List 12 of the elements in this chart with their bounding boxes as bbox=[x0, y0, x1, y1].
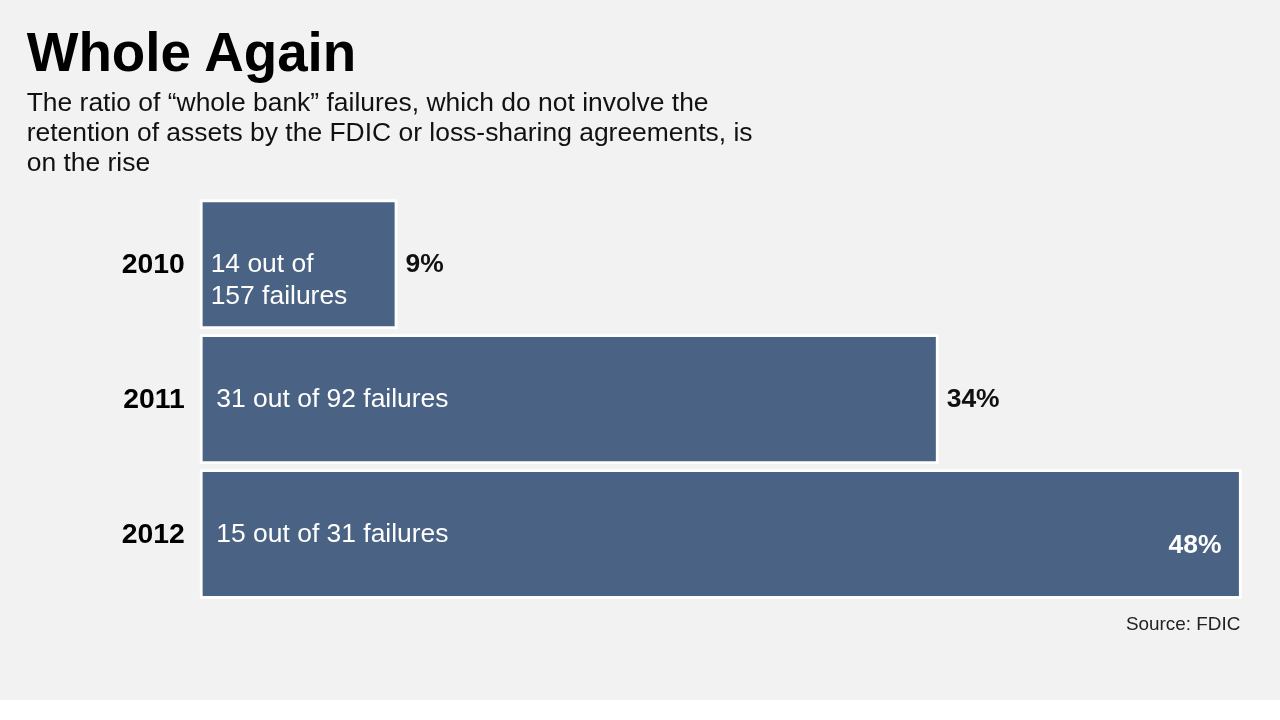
chart-title: Whole Again bbox=[26, 20, 357, 83]
y-tick-label: 2012 bbox=[121, 516, 185, 549]
chart-subtitle: The ratio of “whole bank” failures, which do not involve the retention of assets by the FDIC or loss-sharing agreements, is on the rise bbox=[26, 86, 753, 177]
y-tick-label: 2010 bbox=[121, 246, 185, 279]
data-label: 9% bbox=[405, 247, 444, 278]
data-label: 34% bbox=[946, 382, 1000, 413]
y-tick-label: 2011 bbox=[123, 381, 185, 414]
annotation: 15 out of 31 failures bbox=[216, 517, 449, 548]
annotation: 14 out of 157 failures bbox=[210, 247, 348, 310]
annotation: 31 out of 92 failures bbox=[216, 382, 449, 413]
source-note: Source: FDIC bbox=[1125, 612, 1241, 634]
data-label: 48% bbox=[1168, 528, 1222, 559]
